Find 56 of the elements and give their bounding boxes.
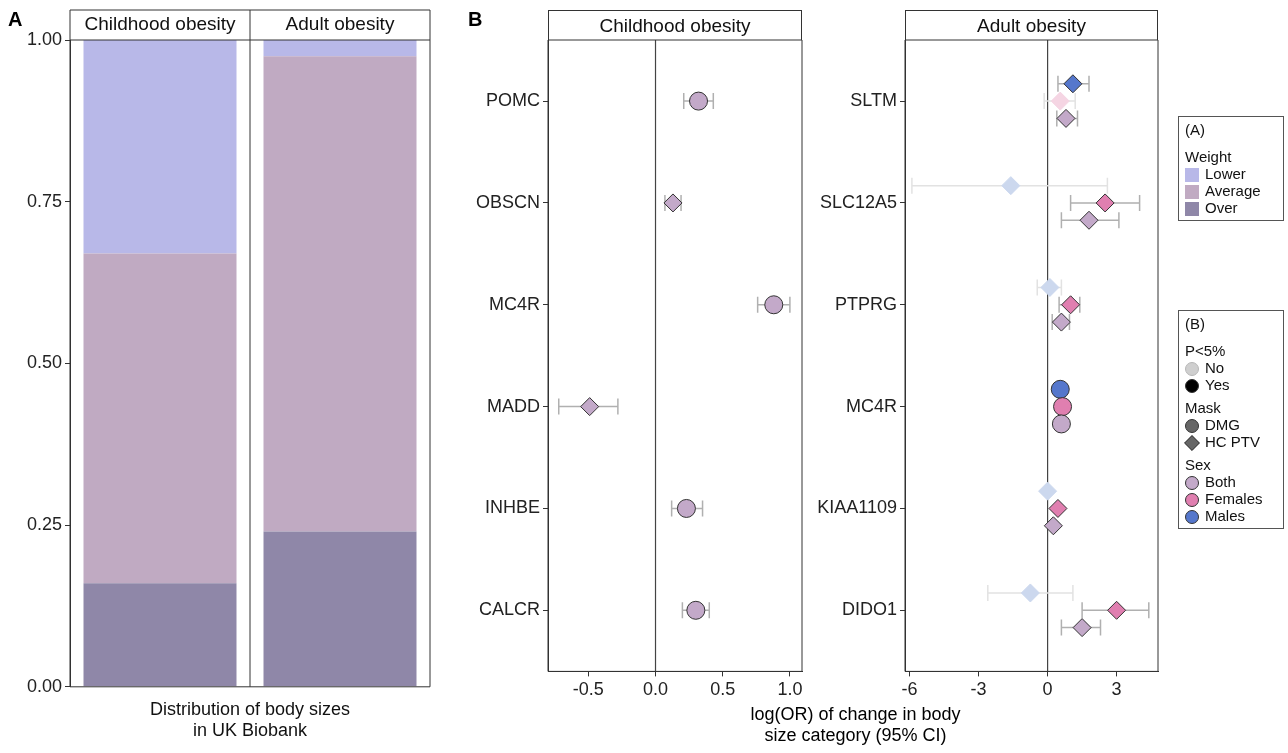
legend-label: Average <box>1204 182 1262 200</box>
y-tick-label: SLC12A5 <box>819 191 897 212</box>
legend-label: Lower <box>1204 165 1247 183</box>
y-tick-label: CALCR <box>478 599 540 620</box>
y-tick-label: KIAA1109 <box>817 497 897 518</box>
y-tick-label: 0.50 <box>26 352 62 373</box>
point <box>676 498 696 518</box>
text: (A) <box>1185 121 1206 138</box>
legend-label: Both <box>1204 473 1237 491</box>
y-tick-label: INHBE <box>484 497 540 518</box>
text: No <box>1204 359 1226 377</box>
legend-label: Females <box>1204 490 1264 508</box>
legend-title: Sex <box>1185 456 1212 474</box>
text: A <box>8 8 23 31</box>
y-tick-label: MC4R <box>845 395 897 416</box>
y-tick-label: MC4R <box>488 293 540 314</box>
text: Mask <box>1185 399 1222 417</box>
text: HC PTV <box>1204 433 1261 451</box>
text: DMG <box>1204 416 1241 434</box>
point <box>686 600 706 620</box>
y-tick-label: POMC <box>486 90 540 111</box>
bar <box>83 583 237 687</box>
x-tick-label: 0.0 <box>643 679 669 700</box>
x-tick-label: 0 <box>1042 679 1053 700</box>
point <box>689 91 709 111</box>
x-tick-label: -3 <box>970 679 987 700</box>
text: P<5% <box>1185 342 1227 359</box>
point <box>764 295 784 315</box>
y-tick-label: SLTM <box>850 90 897 111</box>
y-tick-label: MADD <box>487 395 540 416</box>
bar <box>263 40 417 57</box>
y-tick-label: 0.00 <box>26 675 62 696</box>
x-tick-label: 3 <box>1111 679 1122 700</box>
y-tick-label: 0.25 <box>26 514 62 535</box>
y-tick-label: PTPRG <box>834 293 897 314</box>
y-tick-label: 0.75 <box>26 190 62 211</box>
text: B <box>468 8 483 31</box>
x-axis-title: Distribution of body sizes in UK Biobank <box>149 698 351 741</box>
bar <box>83 253 237 584</box>
y-tick-label: OBSCN <box>475 191 540 212</box>
x-axis-title: log(OR) of change in body size category (95% CI) <box>749 704 962 746</box>
y-tick-label: DIDO1 <box>841 599 897 620</box>
bar <box>263 56 417 532</box>
legend-title: Weight <box>1185 148 1233 165</box>
legend-label: Males <box>1204 507 1246 525</box>
x-tick-label: -0.5 <box>572 679 604 700</box>
x-tick-label: 0.5 <box>710 679 736 700</box>
point <box>580 397 600 417</box>
x-tick-label: -6 <box>901 679 918 700</box>
text: (B) <box>1185 315 1206 332</box>
y-tick-label: 1.00 <box>26 28 62 49</box>
bar <box>83 40 237 254</box>
text: Yes <box>1204 376 1231 394</box>
legend-label: Over <box>1204 199 1239 217</box>
x-tick-label: 1.0 <box>777 679 803 700</box>
bar <box>263 531 417 687</box>
